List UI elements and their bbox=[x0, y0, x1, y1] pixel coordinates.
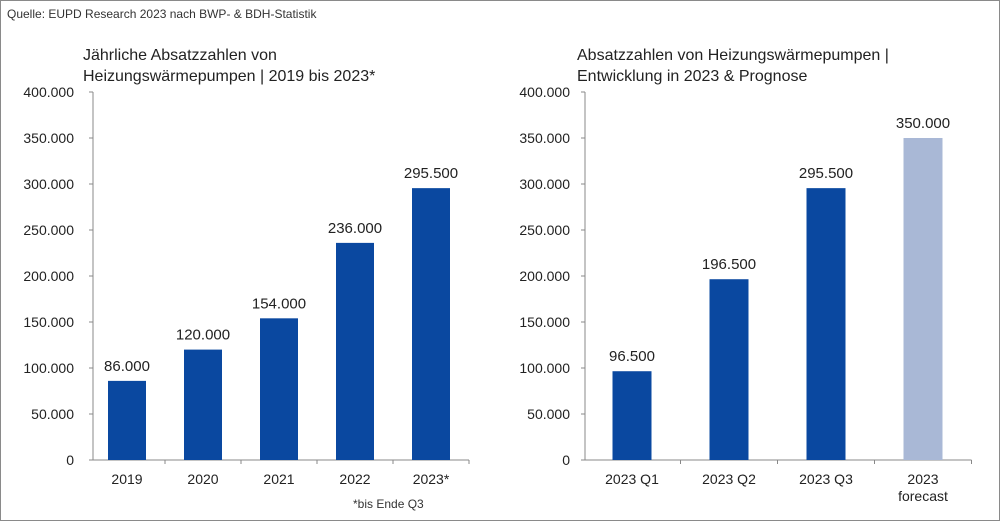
x-tick-label: 2021 bbox=[263, 471, 294, 487]
data-label: 154.000 bbox=[252, 295, 306, 312]
bar-2023* bbox=[412, 188, 450, 460]
y-tick-label: 50.000 bbox=[527, 406, 570, 422]
bar-2023-q2 bbox=[709, 279, 749, 460]
source-note: Quelle: EUPD Research 2023 nach BWP- & B… bbox=[7, 7, 317, 21]
data-label: 196.500 bbox=[702, 256, 756, 273]
y-tick-label: 200.000 bbox=[519, 268, 570, 284]
data-label: 295.500 bbox=[799, 165, 853, 182]
y-tick-label: 300.000 bbox=[519, 176, 570, 192]
y-tick-label: 350.000 bbox=[23, 130, 74, 146]
y-tick-label: 200.000 bbox=[23, 268, 74, 284]
data-label: 350.000 bbox=[896, 115, 950, 132]
x-tick-label: forecast bbox=[898, 488, 948, 504]
x-tick-label: 2022 bbox=[339, 471, 370, 487]
bar-2020 bbox=[184, 349, 222, 460]
y-tick-label: 350.000 bbox=[519, 130, 570, 146]
y-tick-label: 250.000 bbox=[23, 222, 74, 238]
y-tick-label: 0 bbox=[66, 452, 74, 468]
data-label: 86.000 bbox=[104, 358, 150, 375]
x-tick-label: 2023 bbox=[907, 471, 938, 487]
y-tick-label: 300.000 bbox=[23, 176, 74, 192]
y-tick-label: 400.000 bbox=[519, 84, 570, 100]
bar-2023-q3 bbox=[806, 188, 846, 460]
data-label: 120.000 bbox=[176, 327, 230, 344]
bar-2023-forecast bbox=[903, 138, 943, 460]
y-tick-label: 50.000 bbox=[31, 406, 74, 422]
chart-title-annual: Jährliche Absatzzahlen von Heizungswärme… bbox=[83, 47, 376, 85]
y-tick-label: 150.000 bbox=[23, 314, 74, 330]
data-label: 295.500 bbox=[404, 165, 458, 182]
x-tick-label: 2023* bbox=[413, 471, 450, 487]
bar-2021 bbox=[260, 318, 298, 460]
y-tick-label: 100.000 bbox=[23, 360, 74, 376]
y-tick-label: 150.000 bbox=[519, 314, 570, 330]
data-label: 96.500 bbox=[609, 348, 655, 365]
x-tick-label: 2023 Q3 bbox=[799, 471, 853, 487]
chart-title-2023-forecast: Absatzzahlen von Heizungswärmepumpen | E… bbox=[577, 47, 889, 85]
y-tick-label: 400.000 bbox=[23, 84, 74, 100]
footnote: *bis Ende Q3 bbox=[353, 497, 424, 511]
bar-2023-q1 bbox=[612, 371, 652, 460]
y-tick-label: 100.000 bbox=[519, 360, 570, 376]
x-tick-label: 2020 bbox=[187, 471, 218, 487]
y-tick-label: 0 bbox=[562, 452, 570, 468]
x-tick-label: 2023 Q2 bbox=[702, 471, 756, 487]
x-tick-label: 2019 bbox=[111, 471, 142, 487]
bar-2019 bbox=[108, 380, 146, 460]
data-label: 236.000 bbox=[328, 220, 382, 237]
y-tick-label: 250.000 bbox=[519, 222, 570, 238]
bar-2022 bbox=[336, 242, 374, 460]
x-tick-label: 2023 Q1 bbox=[605, 471, 659, 487]
